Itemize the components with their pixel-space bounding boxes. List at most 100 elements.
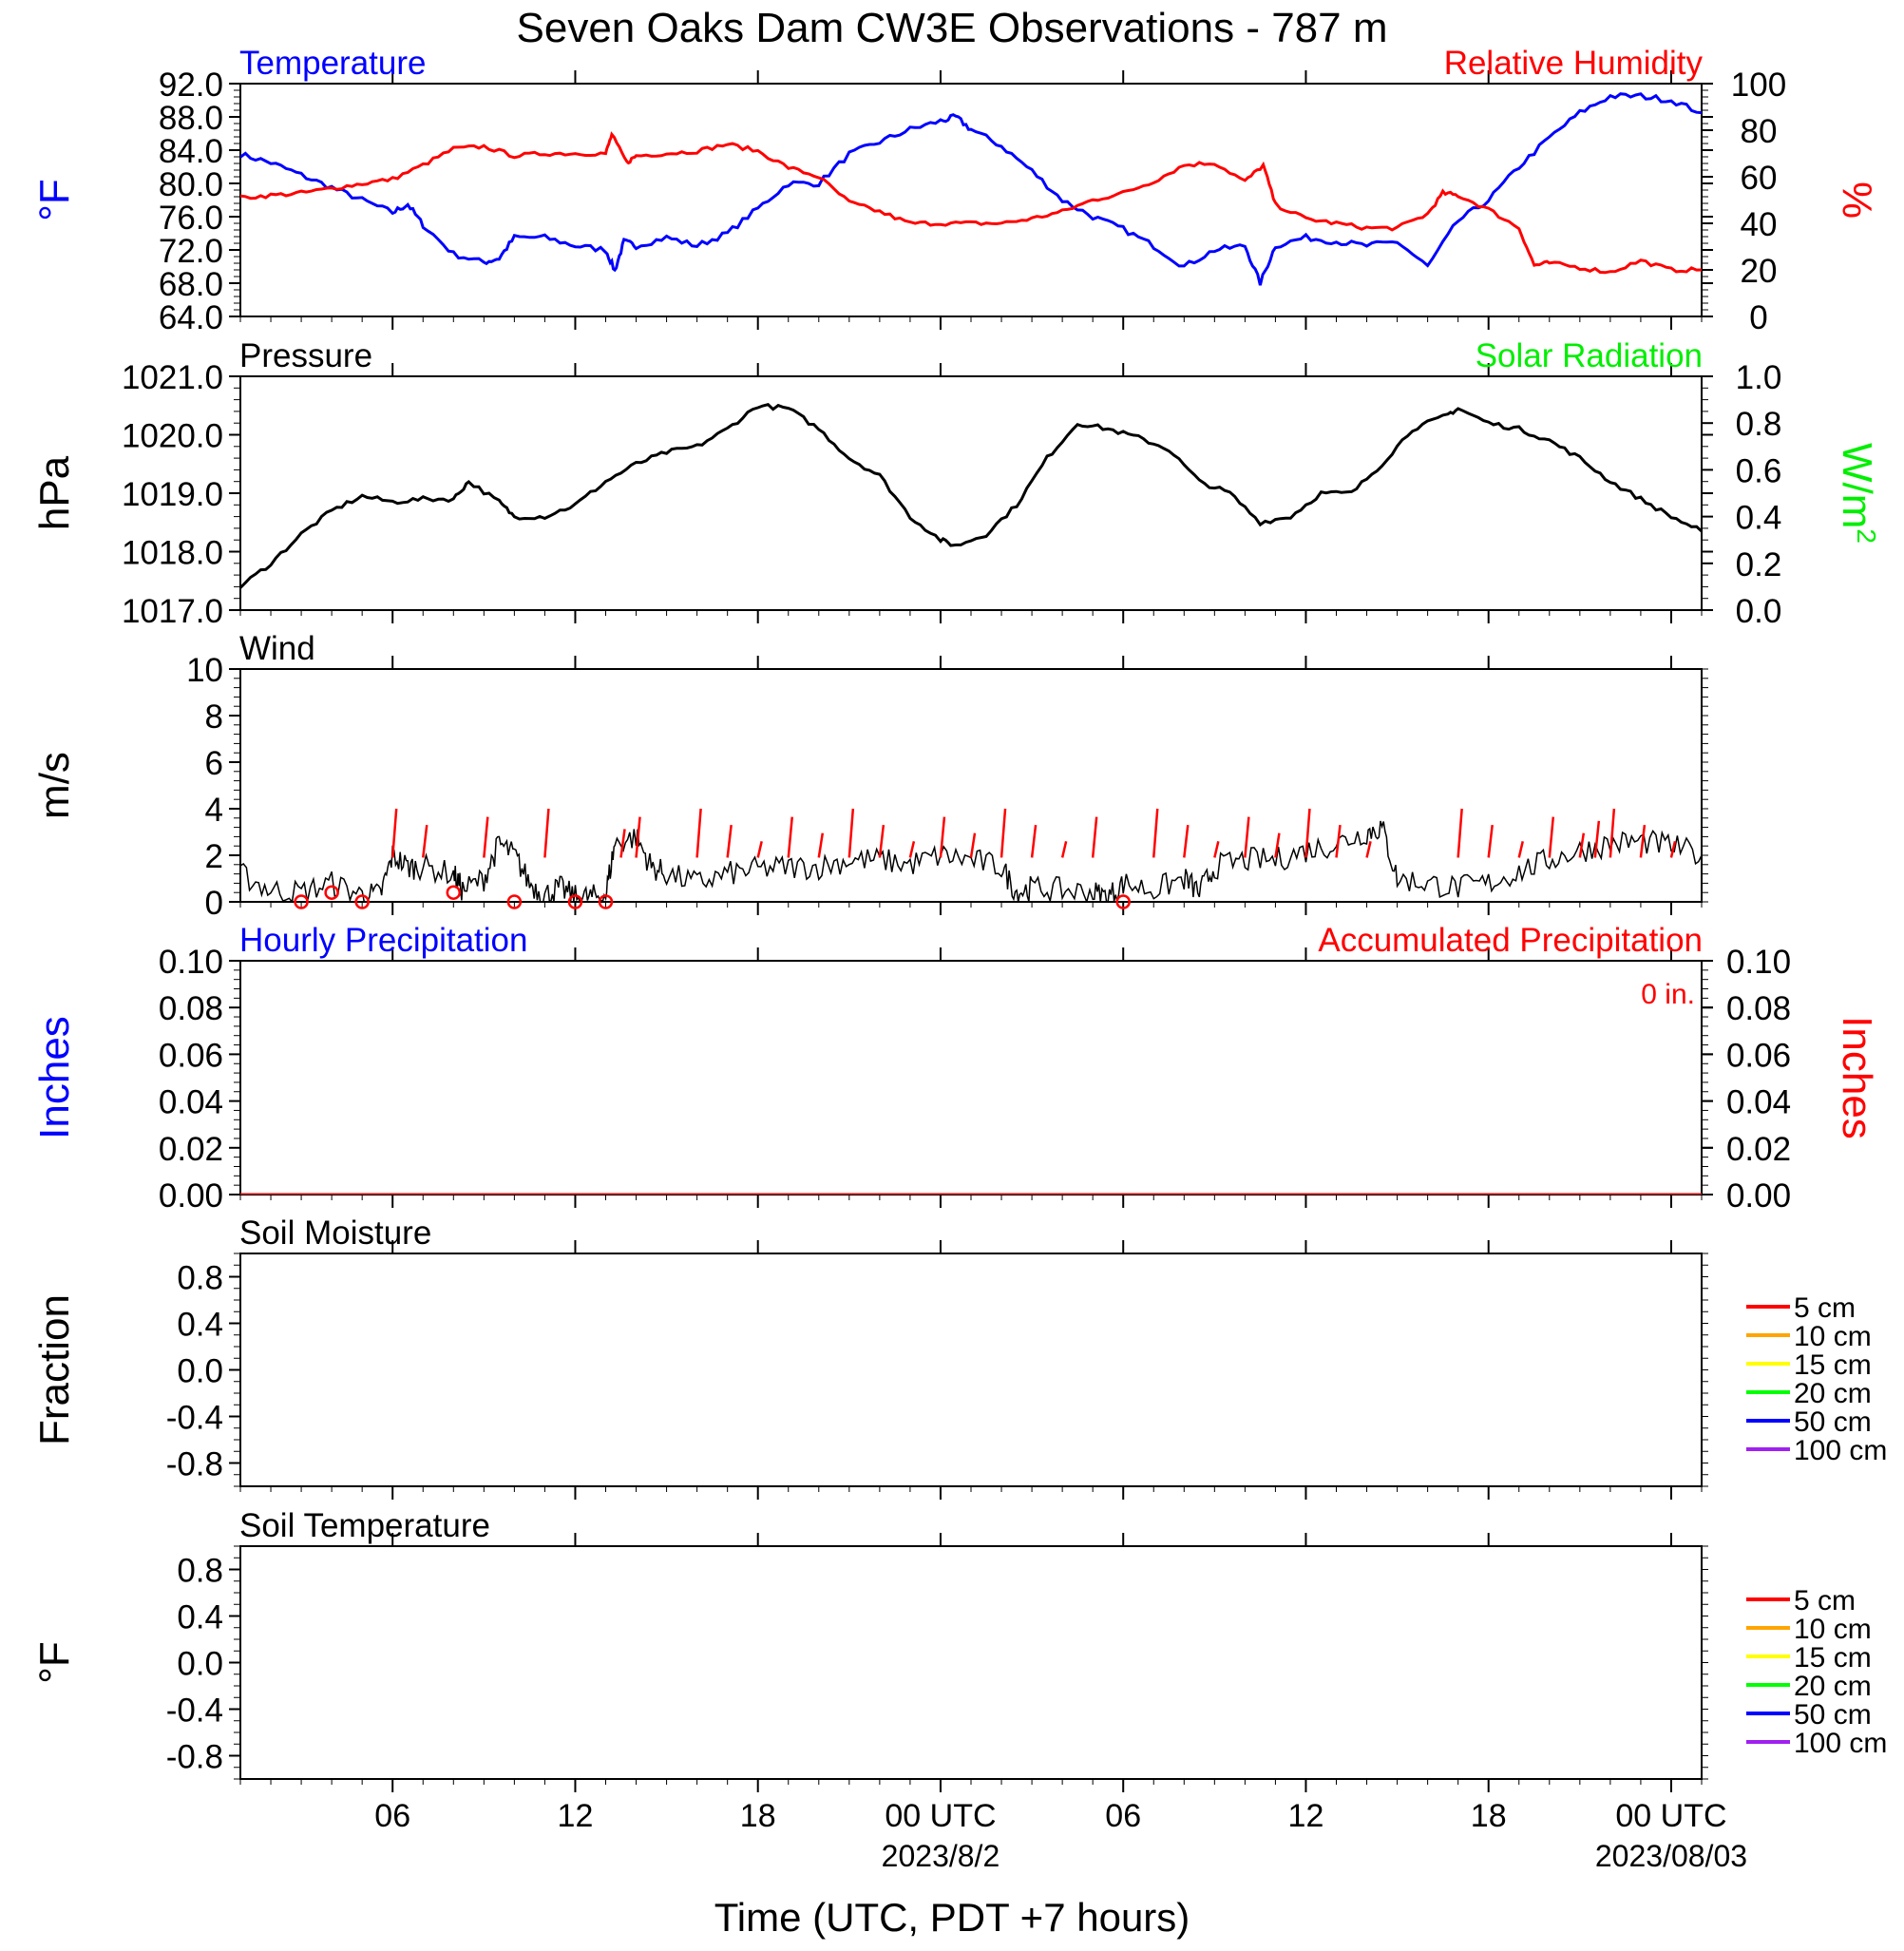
wind-barb — [1304, 808, 1311, 858]
wind-barb — [1593, 820, 1601, 858]
calm-wind-marker — [506, 894, 523, 909]
right-tick-label: 0.02 — [1726, 1131, 1791, 1168]
x-tick-label: 06 — [1105, 1798, 1141, 1834]
wind-barb — [1000, 808, 1007, 858]
legend-label: 100 cm — [1794, 1435, 1887, 1466]
left-tick-label: 1019.0 — [122, 476, 223, 513]
plot-frame — [239, 83, 1703, 317]
wind-barb — [1578, 832, 1586, 858]
x-tick-label: 12 — [1288, 1798, 1324, 1834]
wind-barb — [1274, 832, 1281, 858]
legend-label: 100 cm — [1794, 1728, 1887, 1759]
right-tick-label: 0.08 — [1726, 990, 1791, 1027]
wind-barb — [969, 832, 977, 858]
right-tick-label: 1.0 — [1736, 359, 1782, 396]
calm-wind-marker — [567, 894, 583, 909]
left-tick-label: -0.8 — [166, 1446, 223, 1483]
right-tick-label: 0.6 — [1736, 452, 1782, 489]
x-tick-label: 00 UTC — [1615, 1798, 1726, 1834]
x-tick-label: 06 — [374, 1798, 410, 1834]
left-tick-label: 0.10 — [159, 944, 223, 981]
left-tick-label: 0 — [205, 885, 223, 922]
x-tick-label: 18 — [740, 1798, 776, 1834]
series-temperature — [240, 92, 1702, 286]
x-tick-label: 12 — [558, 1798, 594, 1834]
left-axis-unit: °F — [31, 179, 78, 220]
right-tick-label: 80 — [1741, 113, 1778, 150]
left-tick-label: 0.0 — [177, 1646, 223, 1683]
right-axis-unit-superscript: 2 — [1853, 528, 1882, 544]
right-tick-label: 0.10 — [1726, 944, 1791, 981]
left-tick-label: 88.0 — [159, 100, 223, 137]
wind-barb — [619, 829, 626, 858]
series-pressure — [240, 403, 1702, 589]
left-tick-label: 1017.0 — [122, 593, 223, 630]
left-tick-label: 0.08 — [159, 990, 223, 1027]
left-tick-label: 0.04 — [159, 1084, 223, 1121]
legend-label: 20 cm — [1794, 1671, 1872, 1702]
panel-soil-moisture: 0.8 0.4 0.0 -0.4 -0.8 Soil Moisture Fraction 5 … — [31, 1215, 1887, 1500]
panel-precipitation: 0.10 0.08 0.06 0.04 0.02 0.00 0.10 0.08 0.06 0.04… — [31, 922, 1880, 1215]
left-tick-label: 0.02 — [159, 1131, 223, 1168]
left-tick-label: 0.4 — [177, 1307, 223, 1344]
left-tick-label: -0.8 — [166, 1739, 223, 1776]
wind-barb — [483, 816, 489, 858]
series-relative-humidity — [240, 131, 1702, 275]
right-tick-label: 0.2 — [1736, 546, 1782, 583]
panels: 92.088.084.080.076.072.068.064.010080604… — [31, 45, 1887, 1792]
right-tick-label: 0.0 — [1736, 593, 1782, 630]
legend-label: 20 cm — [1794, 1378, 1872, 1409]
legend-label: 50 cm — [1794, 1406, 1872, 1438]
right-tick-label: 0.8 — [1736, 406, 1782, 443]
wind-barb — [1091, 816, 1098, 858]
wind-barb — [1152, 808, 1159, 858]
wind-barb — [1365, 841, 1372, 858]
panel-wind: 10 8 6 4 2 0 Wind m/s — [31, 630, 1708, 922]
wind-barb — [1548, 816, 1555, 858]
panel-left-title: Pressure — [239, 337, 372, 374]
legend-label: 15 cm — [1794, 1642, 1872, 1674]
wind-barb — [726, 825, 733, 858]
wind-barb — [908, 841, 916, 858]
plot-frame — [239, 960, 1703, 1195]
x-tick-label: 18 — [1471, 1798, 1507, 1834]
x-tick-label: 00 UTC — [885, 1798, 996, 1834]
left-axis-unit: °F — [31, 1641, 78, 1683]
right-tick-label: 0 — [1749, 299, 1767, 336]
wind-barb — [1457, 808, 1463, 858]
right-tick-label: 60 — [1741, 160, 1778, 197]
right-axis-unit: Inches — [1834, 1016, 1880, 1139]
calm-wind-marker — [1115, 894, 1131, 909]
left-tick-label: 8 — [205, 698, 223, 736]
wind-barb — [847, 808, 855, 858]
wind-barb — [817, 832, 825, 858]
left-tick-label: 6 — [205, 745, 223, 782]
legend-label: 15 cm — [1794, 1349, 1872, 1381]
left-tick-label: 92.0 — [159, 67, 223, 104]
left-tick-label: 2 — [205, 838, 223, 875]
wind-barb — [1244, 816, 1250, 858]
wind-barb — [635, 816, 641, 858]
left-tick-label: 68.0 — [159, 266, 223, 303]
left-tick-label: 76.0 — [159, 200, 223, 237]
legend-label: 50 cm — [1794, 1699, 1872, 1731]
left-tick-label: -0.4 — [166, 1400, 223, 1437]
left-tick-label: 1021.0 — [122, 359, 223, 396]
wind-barb — [1517, 841, 1524, 858]
panel-left-title: Soil Temperature — [239, 1507, 490, 1544]
right-tick-label: 100 — [1731, 67, 1786, 104]
plot-frame — [239, 1545, 1703, 1780]
x-tick-date-label: 2023/8/2 — [882, 1839, 1000, 1873]
left-tick-label: 1018.0 — [122, 535, 223, 572]
wind-barb — [422, 825, 428, 858]
plot-frame — [239, 668, 1703, 903]
panel-left-title: Temperature — [239, 45, 426, 82]
left-axis-unit: Fraction — [31, 1294, 78, 1445]
left-tick-label: 4 — [205, 792, 223, 829]
x-tick-date-label: 2023/08/03 — [1595, 1839, 1747, 1873]
left-tick-label: 72.0 — [159, 233, 223, 270]
right-tick-label: 0.06 — [1726, 1037, 1791, 1074]
figure-title: Seven Oaks Dam CW3E Observations - 787 m — [517, 5, 1388, 51]
